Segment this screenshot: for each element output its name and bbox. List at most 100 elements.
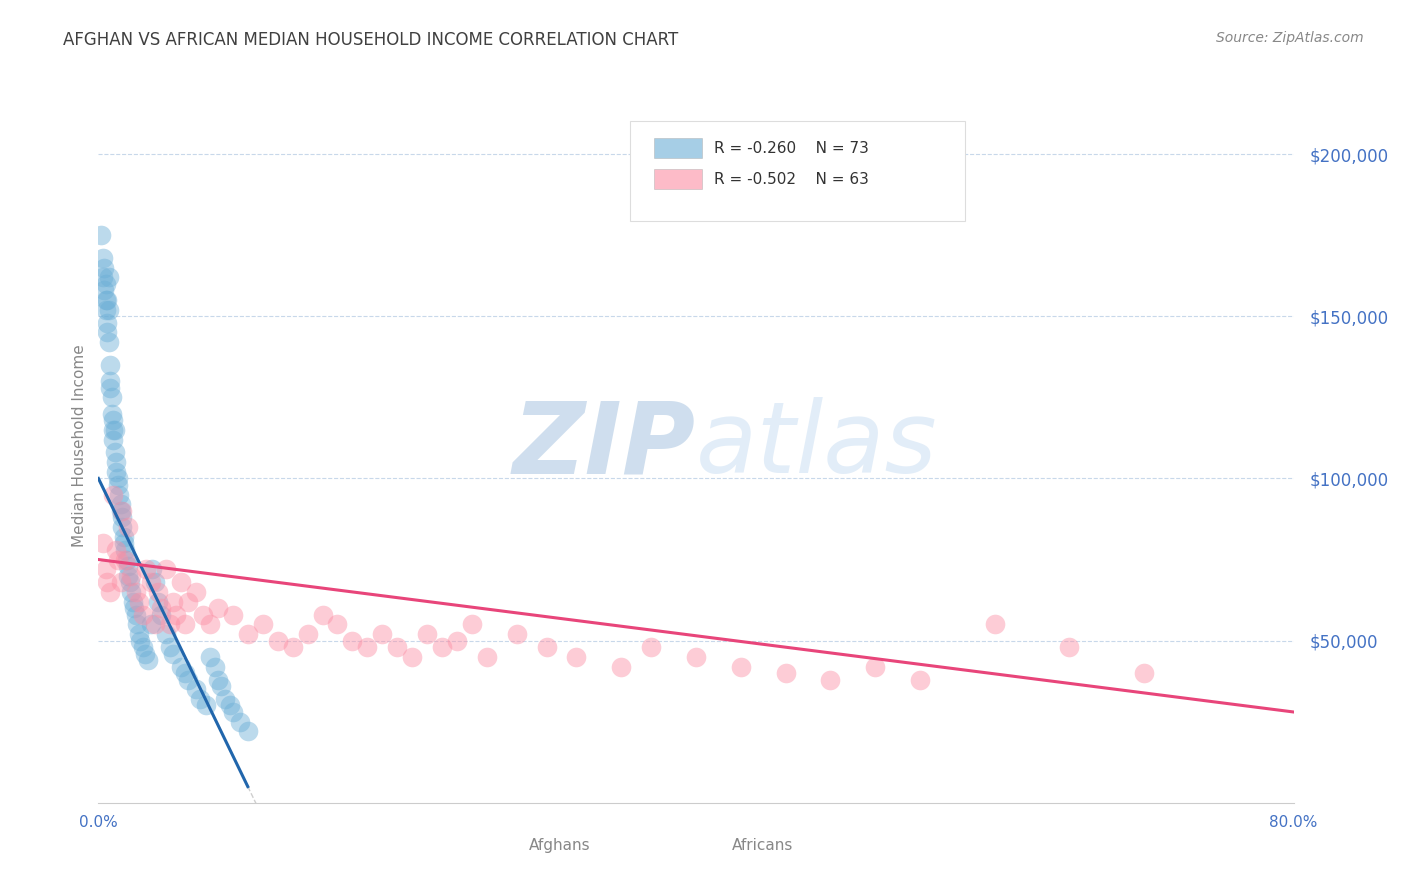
Point xyxy=(385,640,409,654)
Text: R = -0.260    N = 73: R = -0.260 N = 73 xyxy=(714,141,869,156)
Point xyxy=(103,433,125,447)
Point xyxy=(98,358,122,372)
Point xyxy=(114,552,136,566)
Point xyxy=(96,293,118,307)
Point xyxy=(222,705,245,719)
Point xyxy=(107,471,129,485)
Point xyxy=(105,465,128,479)
Point xyxy=(108,488,131,502)
Point xyxy=(416,627,439,641)
Point xyxy=(101,407,124,421)
Point xyxy=(155,562,177,576)
Point xyxy=(94,293,117,307)
Point xyxy=(184,682,207,697)
Point xyxy=(908,673,931,687)
Point xyxy=(114,542,136,557)
Point xyxy=(105,455,128,469)
Point xyxy=(169,575,191,590)
Point xyxy=(162,595,184,609)
Point xyxy=(98,374,122,388)
Point xyxy=(101,390,124,404)
Point xyxy=(111,510,134,524)
Point xyxy=(117,559,139,574)
Point xyxy=(326,617,349,632)
Point xyxy=(96,316,118,330)
Point xyxy=(159,617,181,632)
FancyBboxPatch shape xyxy=(654,169,702,189)
FancyBboxPatch shape xyxy=(630,121,965,221)
Point xyxy=(356,640,378,654)
Point xyxy=(165,607,187,622)
Y-axis label: Median Household Income: Median Household Income xyxy=(72,344,87,548)
Point xyxy=(236,724,259,739)
Point xyxy=(125,607,148,622)
Point xyxy=(120,585,142,599)
Point xyxy=(565,649,588,664)
Point xyxy=(91,536,114,550)
Point xyxy=(342,633,364,648)
Point xyxy=(103,488,125,502)
Point xyxy=(162,647,184,661)
Point xyxy=(174,666,197,681)
Point xyxy=(135,562,157,576)
Point xyxy=(143,575,166,590)
Point xyxy=(128,595,150,609)
Point xyxy=(191,607,214,622)
Point xyxy=(204,659,226,673)
Point xyxy=(640,640,662,654)
Point xyxy=(155,627,177,641)
Point xyxy=(103,413,125,427)
Text: atlas: atlas xyxy=(696,398,938,494)
Point xyxy=(229,714,252,729)
Point xyxy=(200,649,222,664)
Point xyxy=(129,633,152,648)
Text: Afghans: Afghans xyxy=(529,838,591,853)
Point xyxy=(107,478,129,492)
Point xyxy=(430,640,453,654)
Point xyxy=(110,497,132,511)
Point xyxy=(214,692,236,706)
Point xyxy=(104,445,127,459)
Point xyxy=(536,640,558,654)
Point xyxy=(115,552,138,566)
Point xyxy=(94,302,117,317)
Point xyxy=(143,617,166,632)
Point xyxy=(118,575,141,590)
Point xyxy=(136,653,159,667)
Point xyxy=(124,601,146,615)
Point xyxy=(150,607,173,622)
Point xyxy=(1059,640,1081,654)
Point xyxy=(865,659,887,673)
Point xyxy=(200,617,222,632)
Point xyxy=(105,542,128,557)
Point xyxy=(984,617,1007,632)
Point xyxy=(685,649,707,664)
Point xyxy=(110,575,132,590)
Point xyxy=(112,536,135,550)
Point xyxy=(207,601,229,615)
Point xyxy=(104,423,127,437)
Point xyxy=(128,627,150,641)
Point xyxy=(820,673,842,687)
Point xyxy=(96,326,118,340)
Point xyxy=(111,504,134,518)
Point xyxy=(188,692,211,706)
Point xyxy=(93,260,115,275)
Point xyxy=(103,423,125,437)
Point xyxy=(446,633,468,648)
Point xyxy=(117,568,139,582)
Point xyxy=(236,627,259,641)
Text: Africans: Africans xyxy=(733,838,793,853)
Point xyxy=(371,627,394,641)
Text: ZIP: ZIP xyxy=(513,398,696,494)
Point xyxy=(297,627,319,641)
Point xyxy=(222,607,245,622)
Point xyxy=(97,302,120,317)
Point xyxy=(159,640,181,654)
Point xyxy=(139,617,162,632)
Point xyxy=(90,228,112,243)
Point xyxy=(97,270,120,285)
Point xyxy=(775,666,797,681)
Point xyxy=(252,617,274,632)
Point xyxy=(125,585,148,599)
